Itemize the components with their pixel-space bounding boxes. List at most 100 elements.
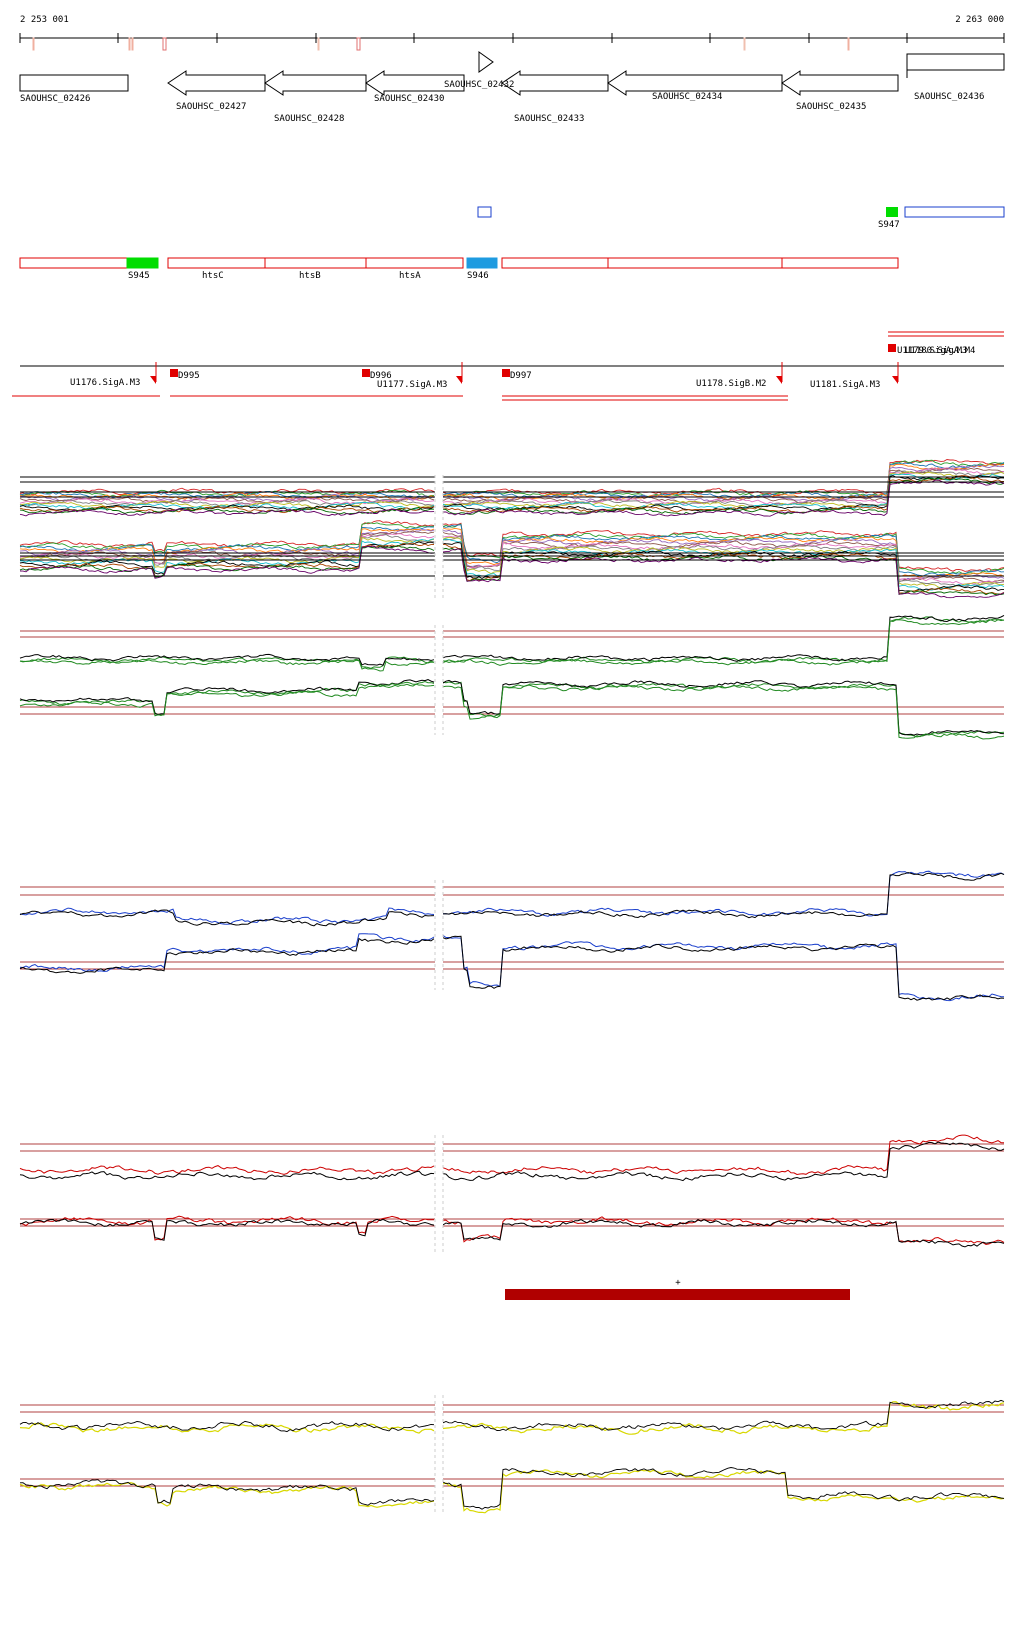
trace-upper <box>19 471 1005 509</box>
promoter-d995: D995 <box>170 369 200 381</box>
expression-panels <box>19 459 1005 1515</box>
segment-box <box>19 257 128 269</box>
promoter-marker <box>456 376 462 384</box>
promoter-u1181-siga-m3: U1181.SigA.M3 <box>810 362 899 390</box>
gene-saouhsc_02432: SAOUHSC_02432 <box>444 51 514 90</box>
trace-green-lower-a <box>19 680 1005 738</box>
panel-gap <box>435 880 443 990</box>
panel-yellow-condition <box>19 1395 1005 1515</box>
segment-track: S947 S945 htsC htsB htsA S946 <box>19 206 1005 281</box>
gene-label: SAOUHSC_02435 <box>796 102 866 112</box>
ruler-mark <box>32 37 35 51</box>
gene-saouhsc_02434: SAOUHSC_02434 <box>607 70 783 102</box>
ruler-mark <box>356 37 361 51</box>
trace-green-lower-b <box>19 681 1005 740</box>
trace-lower <box>19 545 1005 599</box>
segment-label: htsC <box>202 271 224 281</box>
trace-green-upper-a <box>19 616 1005 669</box>
gene-label: SAOUHSC_02428 <box>274 114 344 124</box>
panel-gap <box>435 475 443 600</box>
segment-box <box>607 257 783 269</box>
trace-yellow-upper <box>19 1401 1005 1435</box>
gene-arrow-left <box>167 70 266 96</box>
panel-green-condition <box>19 614 1005 740</box>
segment-label: htsA <box>399 271 421 281</box>
trace-black-lower <box>19 1467 1005 1510</box>
promoter-u1176-siga-m3: U1176.SigA.M3 <box>70 362 157 388</box>
gene-label: SAOUHSC_02430 <box>374 94 444 104</box>
segment-box <box>781 257 899 269</box>
trace-green-upper-b <box>19 619 1005 672</box>
promoter-label: U1177.SigA.M3 <box>377 380 447 390</box>
ruler-mark <box>162 37 167 51</box>
trace-black-upper <box>19 1141 1005 1182</box>
gene-arrow-left <box>264 70 367 96</box>
gene-label: SAOUHSC_02426 <box>20 94 90 104</box>
axis-start-label: 2 253 001 <box>20 15 69 25</box>
promoter-marker <box>362 369 370 377</box>
segment-small-blue <box>477 206 492 218</box>
promoter-u1179-siga-m3: U1179.SigA.M3 <box>888 344 967 356</box>
ruler-mark <box>317 37 320 51</box>
segment-box <box>466 257 498 269</box>
segment-box <box>264 257 367 269</box>
segment-box <box>501 257 609 269</box>
panel-gap <box>435 1135 443 1255</box>
gene-box <box>19 74 129 92</box>
segment-box <box>126 257 159 269</box>
trace-blue-lower <box>19 933 1005 1002</box>
promoter-marker <box>170 369 178 377</box>
trace-lower <box>19 530 1005 583</box>
feature-bar: + <box>505 1278 850 1300</box>
promoter-u1180-siga-m4: U1180.SigA.M4 <box>905 346 975 356</box>
panel-blue-condition <box>19 870 1005 1002</box>
segment-box <box>167 257 266 269</box>
gene-box <box>906 53 1005 71</box>
gene-label: SAOUHSC_02432 <box>444 80 514 90</box>
promoter-marker <box>892 376 898 384</box>
segment-s947 <box>886 207 898 217</box>
gene-saouhsc_02436: SAOUHSC_02436 <box>906 53 1005 102</box>
promoter-label: U1179.SigA.M3 <box>897 346 967 356</box>
trace-black-lower <box>19 1218 1005 1248</box>
promoter-label: D997 <box>510 371 532 381</box>
segment-label: S946 <box>467 271 489 281</box>
segment-label: S945 <box>128 271 150 281</box>
trace-red-lower <box>19 1215 1005 1246</box>
ruler-mark <box>128 37 131 51</box>
trace-black-upper <box>19 1399 1005 1433</box>
promoter-u1178-sigb-m2: U1178.SigB.M2 <box>696 362 783 389</box>
gene-arrow-left <box>501 70 609 96</box>
trace-upper <box>19 459 1005 497</box>
trace-upper <box>19 467 1005 506</box>
promoter-label: U1181.SigA.M3 <box>810 380 880 390</box>
gene-label: SAOUHSC_02427 <box>176 102 246 112</box>
promoter-d997: D997 <box>502 369 532 381</box>
gene-arrow-left <box>365 70 465 96</box>
gene-label: SAOUHSC_02433 <box>514 114 584 124</box>
panel-gap <box>435 625 443 735</box>
panel-red-condition <box>19 1134 1005 1255</box>
gene-saouhsc_02427: SAOUHSC_02427 <box>167 70 266 112</box>
segment-label-s947: S947 <box>878 220 900 230</box>
promoter-label: U1178.SigB.M2 <box>696 379 766 389</box>
axis-end-label: 2 263 000 <box>955 15 1004 25</box>
promoter-marker <box>776 376 782 384</box>
ruler-mark <box>743 37 746 51</box>
promoter-label: U1176.SigA.M3 <box>70 378 140 388</box>
coordinate-ruler: 2 253 001 2 263 000 <box>19 15 1005 51</box>
trace-black-lower <box>19 935 1005 1001</box>
segment-box <box>365 257 464 269</box>
feature-bar-label: + <box>675 1278 681 1288</box>
gene-label: SAOUHSC_02436 <box>914 92 984 102</box>
gene-label: SAOUHSC_02434 <box>652 92 722 102</box>
gene-saouhsc_02433: SAOUHSC_02433 <box>501 70 609 124</box>
gene-saouhsc_02435: SAOUHSC_02435 <box>781 70 899 112</box>
panel-gap <box>435 1395 443 1515</box>
trace-lower <box>19 527 1005 578</box>
trace-upper <box>19 475 1005 514</box>
trace-upper <box>19 479 1005 517</box>
gene-arrow-left <box>781 70 899 96</box>
